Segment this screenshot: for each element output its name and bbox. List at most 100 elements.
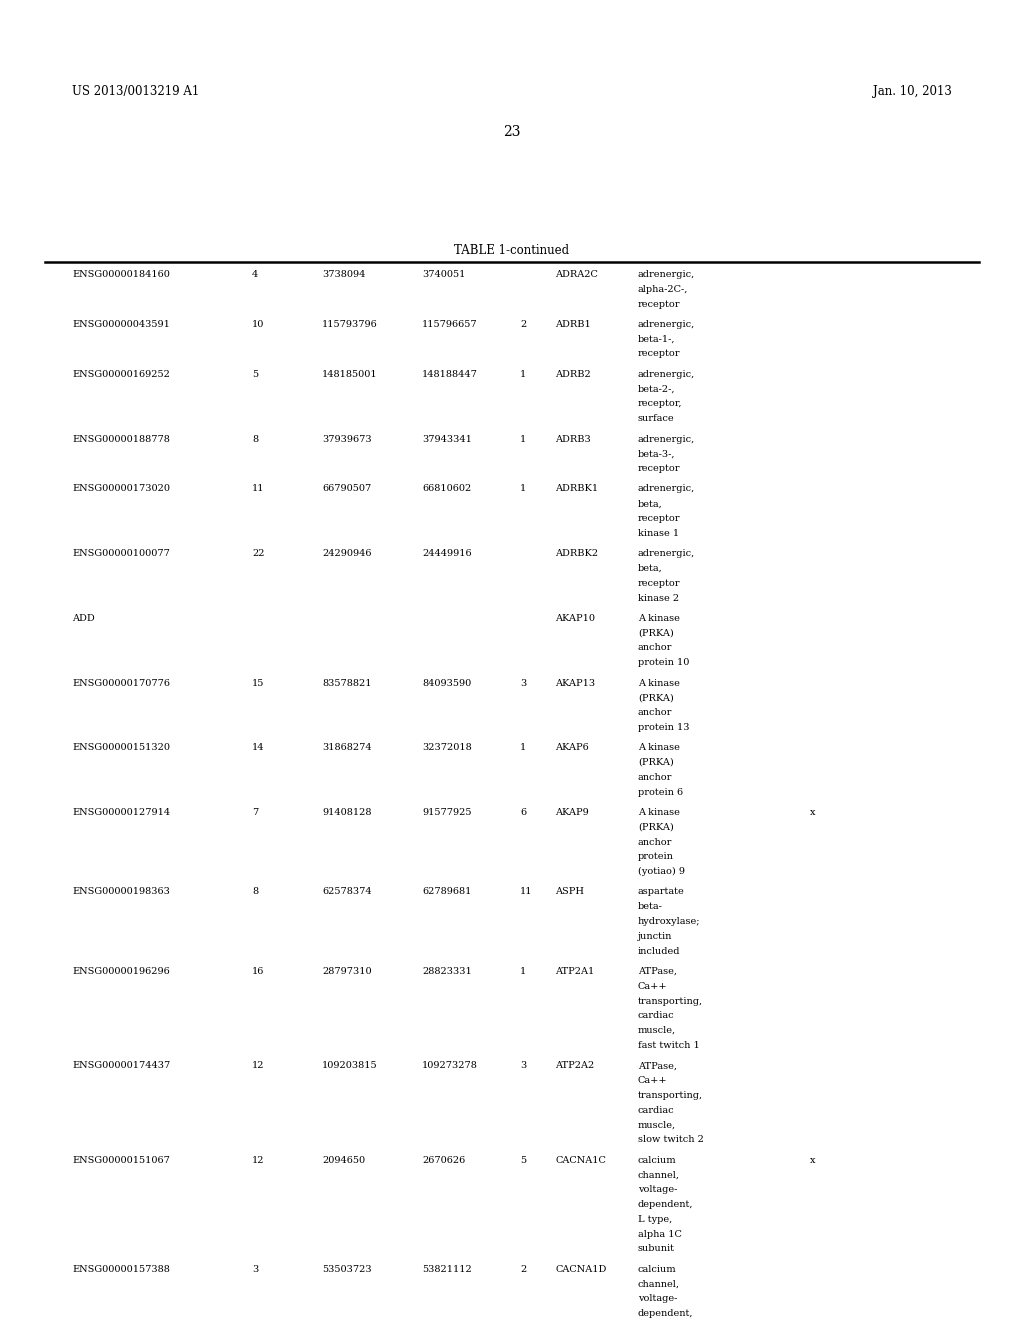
Text: 1: 1 [520,370,526,379]
Text: kinase 2: kinase 2 [638,594,679,602]
Text: calcium: calcium [638,1265,677,1274]
Text: ENSG00000127914: ENSG00000127914 [72,808,170,817]
Text: protein: protein [638,853,674,862]
Text: (PRKA): (PRKA) [638,693,674,702]
Text: 66810602: 66810602 [422,484,471,494]
Text: 91577925: 91577925 [422,808,471,817]
Text: kinase 1: kinase 1 [638,529,679,537]
Text: Ca++: Ca++ [638,982,668,991]
Text: ENSG00000169252: ENSG00000169252 [72,370,170,379]
Text: (PRKA): (PRKA) [638,822,674,832]
Text: Jan. 10, 2013: Jan. 10, 2013 [873,84,952,98]
Text: included: included [638,946,681,956]
Text: 3: 3 [520,678,526,688]
Text: 31868274: 31868274 [322,743,372,752]
Text: ENSG00000151067: ENSG00000151067 [72,1155,170,1164]
Text: 53503723: 53503723 [322,1265,372,1274]
Text: ADRB2: ADRB2 [555,370,591,379]
Text: receptor: receptor [638,513,681,523]
Text: 109273278: 109273278 [422,1061,478,1071]
Text: A kinase: A kinase [638,808,680,817]
Text: 62789681: 62789681 [422,887,471,896]
Text: receptor,: receptor, [638,400,683,408]
Text: 3: 3 [520,1061,526,1071]
Text: beta,: beta, [638,564,663,573]
Text: alpha 1C: alpha 1C [638,1229,682,1238]
Text: 109203815: 109203815 [322,1061,378,1071]
Text: receptor: receptor [638,300,681,309]
Text: ENSG00000170776: ENSG00000170776 [72,678,170,688]
Text: junctin: junctin [638,932,673,941]
Text: (yotiao) 9: (yotiao) 9 [638,867,685,876]
Text: beta-: beta- [638,902,663,911]
Text: transporting,: transporting, [638,1090,703,1100]
Text: 3740051: 3740051 [422,271,465,279]
Text: CACNA1C: CACNA1C [555,1155,606,1164]
Text: cardiac: cardiac [638,1106,675,1114]
Text: dependent,: dependent, [638,1200,693,1209]
Text: 1: 1 [520,484,526,494]
Text: beta-2-,: beta-2-, [638,384,676,393]
Text: CACNA1D: CACNA1D [555,1265,606,1274]
Text: (PRKA): (PRKA) [638,758,674,767]
Text: channel,: channel, [638,1279,680,1288]
Text: ENSG00000151320: ENSG00000151320 [72,743,170,752]
Text: 16: 16 [252,968,264,975]
Text: 148188447: 148188447 [422,370,478,379]
Text: ENSG00000184160: ENSG00000184160 [72,271,170,279]
Text: 5: 5 [252,370,258,379]
Text: AKAP9: AKAP9 [555,808,589,817]
Text: AKAP13: AKAP13 [555,678,595,688]
Text: 32372018: 32372018 [422,743,472,752]
Text: anchor: anchor [638,643,673,652]
Text: 24449916: 24449916 [422,549,472,558]
Text: voltage-: voltage- [638,1294,677,1303]
Text: adrenergic,: adrenergic, [638,271,695,279]
Text: x: x [810,1155,815,1164]
Text: cardiac: cardiac [638,1011,675,1020]
Text: slow twitch 2: slow twitch 2 [638,1135,703,1144]
Text: aspartate: aspartate [638,887,685,896]
Text: 53821112: 53821112 [422,1265,472,1274]
Text: ENSG00000100077: ENSG00000100077 [72,549,170,558]
Text: 115796657: 115796657 [422,319,477,329]
Text: 83578821: 83578821 [322,678,372,688]
Text: 2: 2 [520,319,526,329]
Text: 8: 8 [252,887,258,896]
Text: 12: 12 [252,1061,264,1071]
Text: beta-1-,: beta-1-, [638,335,676,343]
Text: ATPase,: ATPase, [638,1061,677,1071]
Text: (PRKA): (PRKA) [638,628,674,638]
Text: receptor: receptor [638,578,681,587]
Text: ENSG00000173020: ENSG00000173020 [72,484,170,494]
Text: 28797310: 28797310 [322,968,372,975]
Text: beta,: beta, [638,499,663,508]
Text: Ca++: Ca++ [638,1076,668,1085]
Text: 84093590: 84093590 [422,678,471,688]
Text: protein 6: protein 6 [638,788,683,796]
Text: ADRBK1: ADRBK1 [555,484,598,494]
Text: 14: 14 [252,743,264,752]
Text: AKAP10: AKAP10 [555,614,595,623]
Text: 37939673: 37939673 [322,434,372,444]
Text: ENSG00000174437: ENSG00000174437 [72,1061,170,1071]
Text: voltage-: voltage- [638,1185,677,1195]
Text: hydroxylase;: hydroxylase; [638,917,700,927]
Text: adrenergic,: adrenergic, [638,319,695,329]
Text: TABLE 1-continued: TABLE 1-continued [455,244,569,257]
Text: muscle,: muscle, [638,1121,676,1130]
Text: adrenergic,: adrenergic, [638,370,695,379]
Text: ATP2A1: ATP2A1 [555,968,594,975]
Text: 11: 11 [520,887,532,896]
Text: adrenergic,: adrenergic, [638,434,695,444]
Text: 10: 10 [252,319,264,329]
Text: protein 10: protein 10 [638,659,689,667]
Text: 2094650: 2094650 [322,1155,366,1164]
Text: adrenergic,: adrenergic, [638,484,695,494]
Text: 1: 1 [520,434,526,444]
Text: 115793796: 115793796 [322,319,378,329]
Text: ADD: ADD [72,614,95,623]
Text: ENSG00000043591: ENSG00000043591 [72,319,170,329]
Text: ENSG00000188778: ENSG00000188778 [72,434,170,444]
Text: 3738094: 3738094 [322,271,366,279]
